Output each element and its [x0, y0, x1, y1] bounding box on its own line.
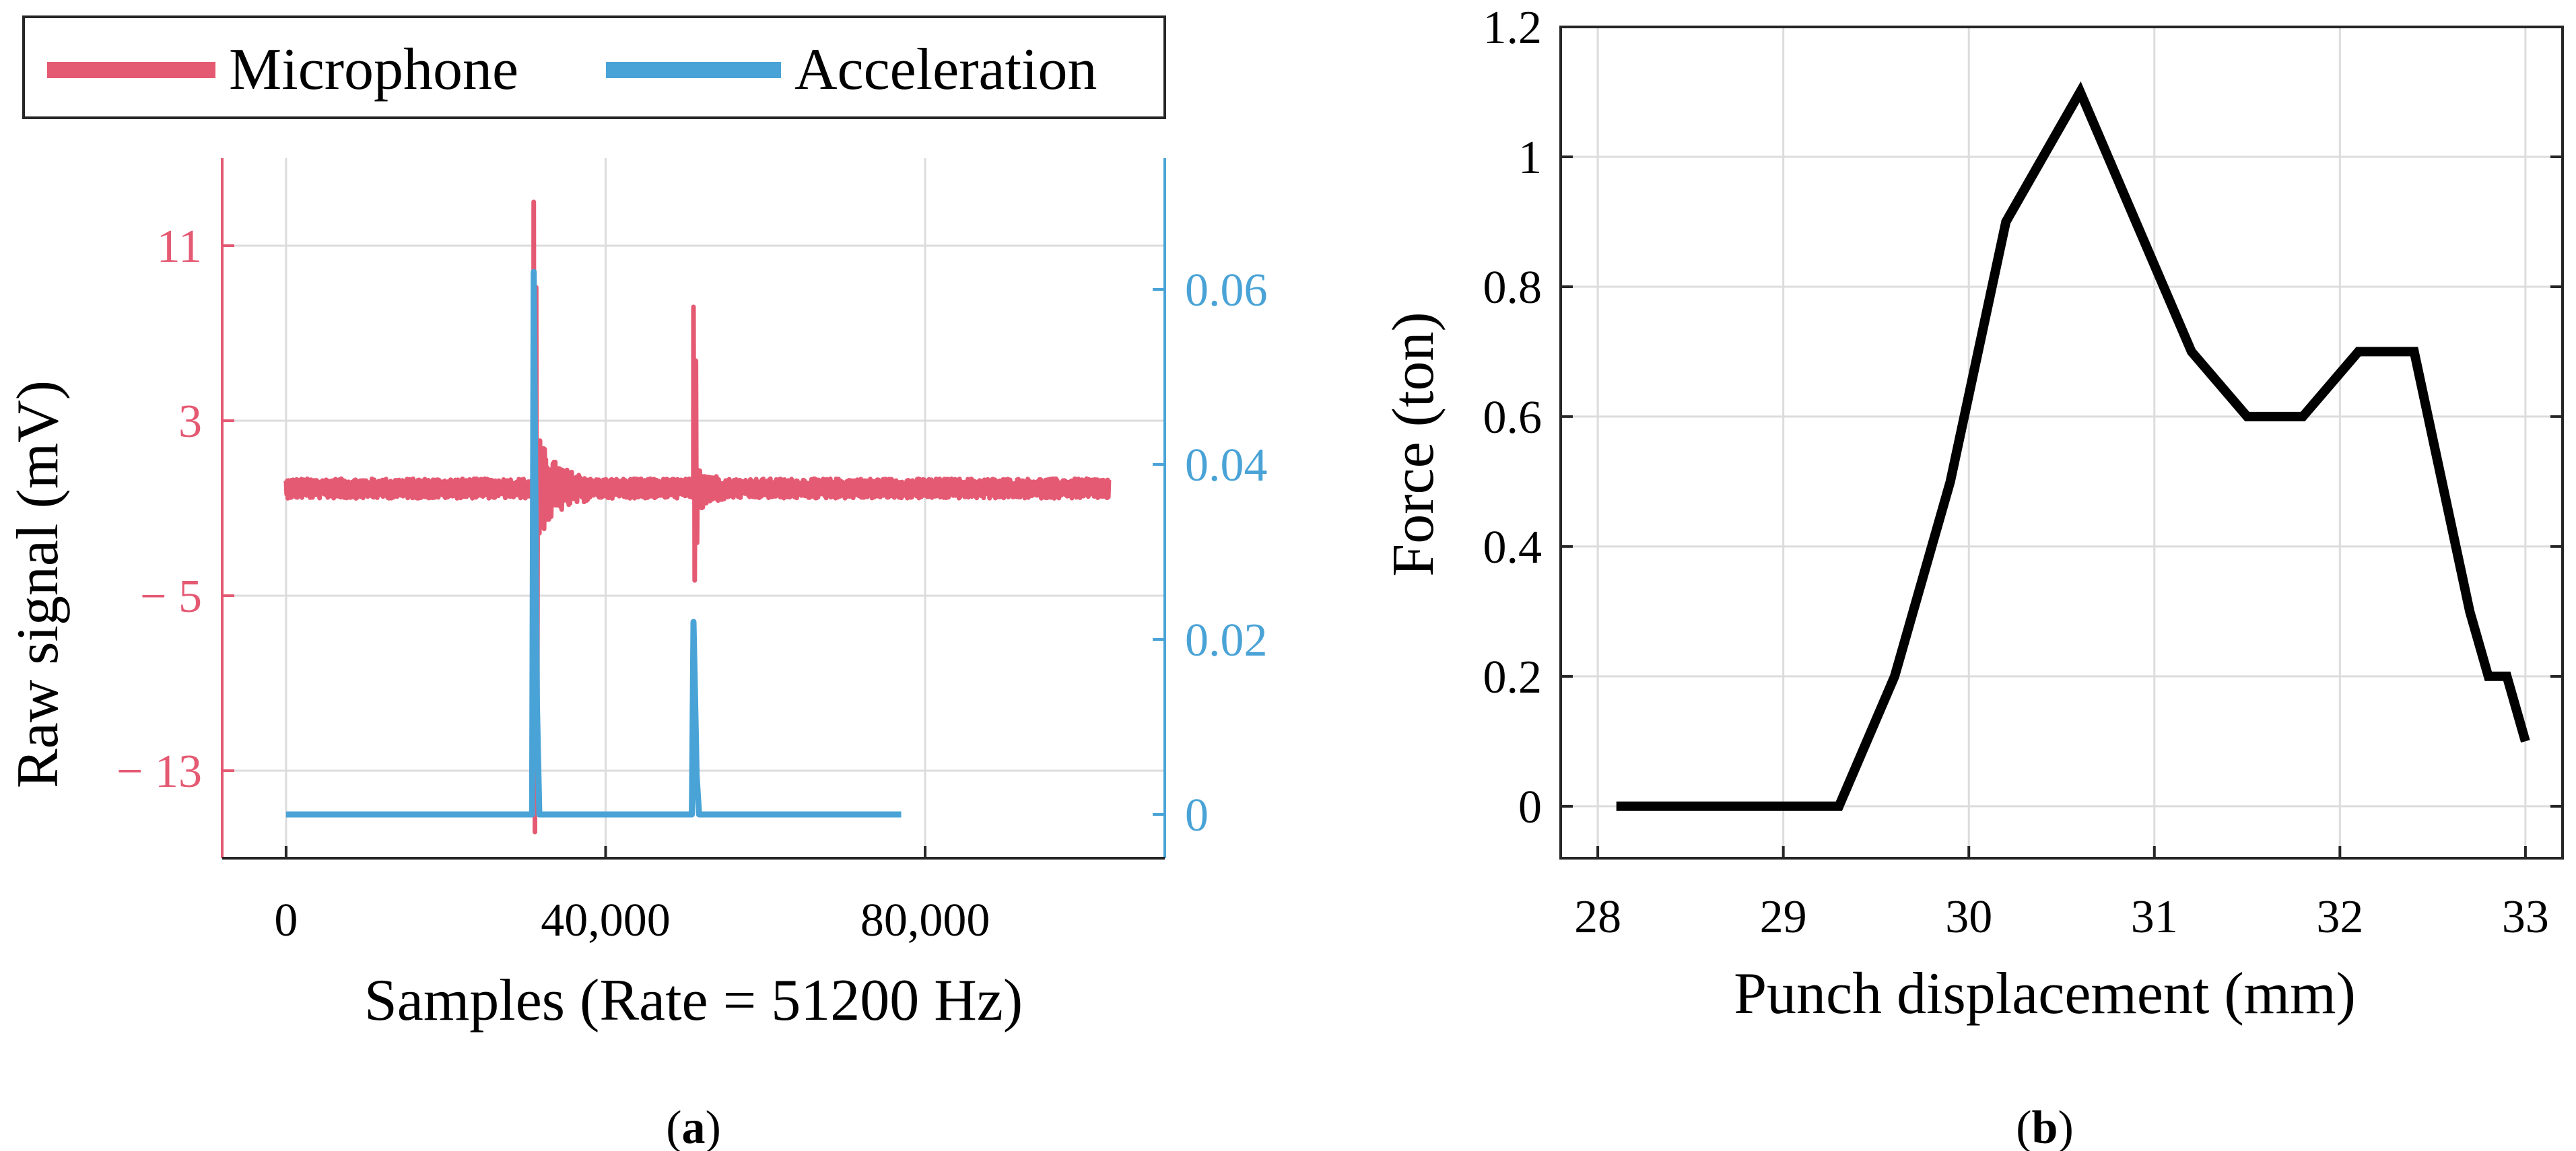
panel-b-y-tick-label: 0.2 [1483, 652, 1543, 703]
panel-b-y-tick-label: 0.4 [1483, 522, 1543, 573]
panel-a-x-tick-label: 40,000 [541, 895, 671, 946]
panel-b-x-tick-label: 33 [2502, 891, 2549, 943]
panel-a-left-tick-label: − 5 [140, 571, 202, 623]
panel-b-caption-close: ) [2058, 1102, 2073, 1151]
panel-b-series-lines [1616, 81, 2530, 811]
panel-b-tick-labels: 28 29 30 31 32 33 0 0.2 0.4 0.6 0.8 1 1.2 [1483, 2, 2549, 943]
panel-b-y-tick-label: 0.8 [1483, 262, 1543, 314]
panel-a-legend: Microphone Acceleration [22, 15, 1166, 119]
panel-b-y-tick-label: 1.2 [1483, 2, 1543, 54]
panel-b-caption-letter: b [2032, 1102, 2058, 1151]
force-series-line [1616, 81, 2530, 811]
panel-b-x-tick-label: 28 [1574, 891, 1621, 943]
panel-a-left-tick-label: 3 [178, 396, 202, 448]
panel-a-x-tick-label: 0 [274, 895, 298, 946]
panel-b-caption-open: ( [2016, 1102, 2031, 1151]
panel-a-caption-open: ( [666, 1102, 681, 1151]
panel-b-xlabel: Punch displacement (mm) [1734, 961, 2356, 1026]
panel-a-chart: 0 40,000 80,000 11 3 − 5 − 13 0.06 0.04 0.02 0 Sam… [5, 15, 1268, 1151]
panel-a-xlabel: Samples (Rate = 51200 Hz) [364, 968, 1023, 1033]
panel-a-axes [221, 158, 1166, 860]
panel-b-axes [1559, 26, 2564, 860]
panel-b-plot-frame [1559, 26, 2564, 860]
panel-b-y-tick-label: 0.6 [1483, 392, 1543, 444]
panel-b-y-tick-label: 1 [1518, 132, 1542, 184]
panel-a-right-tick-label: 0.06 [1185, 265, 1268, 316]
panel-a-right-tick-label: 0.02 [1185, 615, 1268, 666]
panel-a-tick-labels: 0 40,000 80,000 11 3 − 5 − 13 0.06 0.04 0.02 0 [116, 221, 1267, 946]
panel-a-caption: (a) [666, 1102, 721, 1151]
panel-a-caption-letter: a [682, 1102, 706, 1151]
legend-label-acceleration: Acceleration [794, 37, 1097, 102]
panel-b-caption: (b) [2016, 1102, 2074, 1151]
panel-a-gridlines [222, 158, 1165, 858]
panel-a-x-tick-label: 80,000 [860, 895, 990, 946]
panel-b-chart: 28 29 30 31 32 33 0 0.2 0.4 0.6 0.8 1 1.2 Punch disp… [1381, 2, 2564, 1151]
panel-a-right-tick-label: 0 [1185, 790, 1209, 841]
panel-b-ylabel: Force (ton) [1381, 312, 1446, 576]
panel-b-x-tick-label: 32 [2316, 891, 2363, 943]
panel-a-left-tick-label: 11 [157, 221, 202, 273]
panel-b-x-tick-label: 31 [2131, 891, 2178, 943]
panel-a-right-tick-label: 0.04 [1185, 440, 1268, 491]
panel-b-y-tick-label: 0 [1518, 781, 1542, 833]
panel-a-ylabel: Raw signal (mV) [5, 380, 71, 788]
panel-a-series-lines [283, 199, 1112, 835]
panel-a-caption-close: ) [706, 1102, 721, 1151]
panel-b-x-tick-label: 30 [1945, 891, 1992, 943]
microphone-series-line [283, 199, 1112, 835]
panel-b-x-tick-label: 29 [1760, 891, 1807, 943]
legend-label-microphone: Microphone [229, 37, 518, 102]
panel-a-left-tick-label: − 13 [116, 746, 202, 798]
acceleration-series-line [285, 269, 902, 818]
